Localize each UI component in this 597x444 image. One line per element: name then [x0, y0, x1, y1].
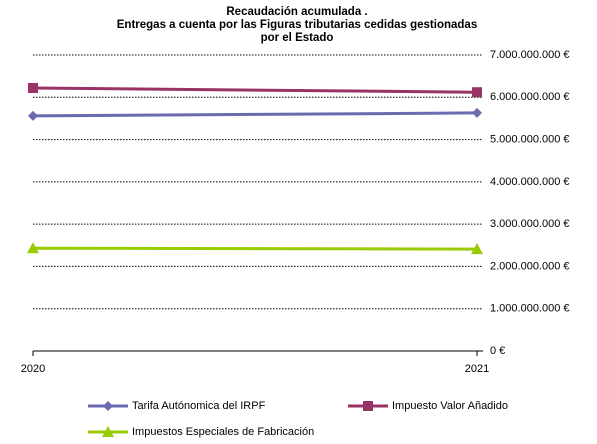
legend-label: Tarifa Autónomica del IRPF [132, 400, 266, 412]
chart-title: Entregas a cuenta por las Figuras tribut… [117, 19, 477, 31]
marker [28, 82, 38, 93]
x-tick-label: 2021 [465, 363, 489, 375]
y-tick-label: 7.000.000.000 € [490, 49, 570, 61]
y-tick-label: 3.000.000.000 € [490, 218, 570, 230]
legend-marker [102, 426, 114, 437]
marker [472, 87, 482, 98]
chart-title: Recaudación acumulada . [226, 6, 367, 18]
legend-label: Impuestos Especiales de Fabricación [132, 426, 314, 438]
series-line [32, 246, 478, 251]
y-tick-label: 1.000.000.000 € [490, 303, 570, 315]
y-tick-label: 4.000.000.000 € [490, 176, 570, 188]
legend-label: Impuesto Valor Añadido [392, 400, 508, 412]
legend-marker [103, 401, 113, 411]
x-tick-label: 2020 [21, 363, 45, 375]
y-tick-label: 2.000.000.000 € [490, 260, 570, 272]
legend-marker [363, 401, 373, 411]
marker [28, 110, 38, 121]
y-tick-label: 6.000.000.000 € [490, 91, 570, 103]
marker [471, 243, 483, 255]
series-line [32, 86, 478, 94]
marker [472, 107, 482, 118]
y-tick-label: 0 € [490, 345, 505, 357]
series-line [32, 111, 478, 118]
marker [27, 242, 39, 254]
y-tick-label: 5.000.000.000 € [490, 133, 570, 145]
chart-title: por el Estado [261, 32, 334, 44]
